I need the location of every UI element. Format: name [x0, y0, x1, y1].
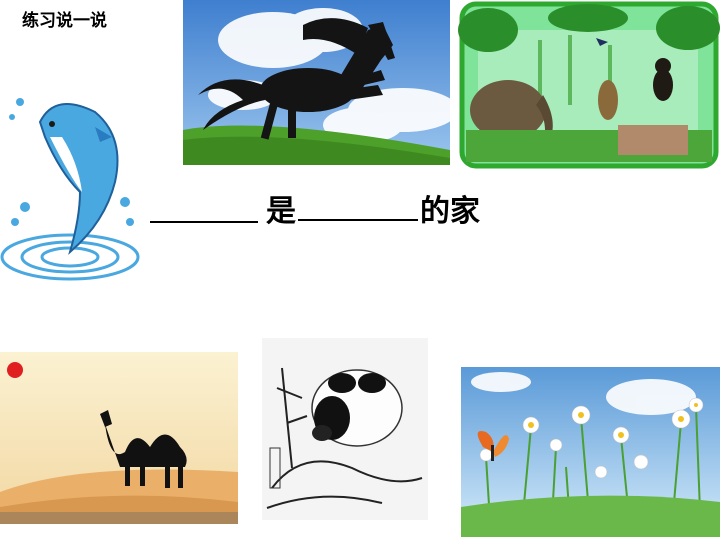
blank-line-2[interactable] — [298, 217, 418, 221]
panda-ink-painting — [262, 338, 428, 520]
camel-desert-picture — [0, 352, 238, 524]
slide-title: 练习说一说 — [22, 11, 107, 31]
horse-photo — [183, 0, 450, 165]
sentence-connector: 是 — [266, 194, 296, 229]
butterfly-meadow-photo — [461, 367, 720, 537]
dolphin-picture — [0, 82, 145, 282]
fill-blank-sentence: 是 的家 — [150, 186, 480, 230]
forest-animals-picture — [458, 0, 720, 170]
sentence-suffix: 的家 — [420, 194, 480, 229]
blank-line-1[interactable] — [150, 219, 258, 223]
